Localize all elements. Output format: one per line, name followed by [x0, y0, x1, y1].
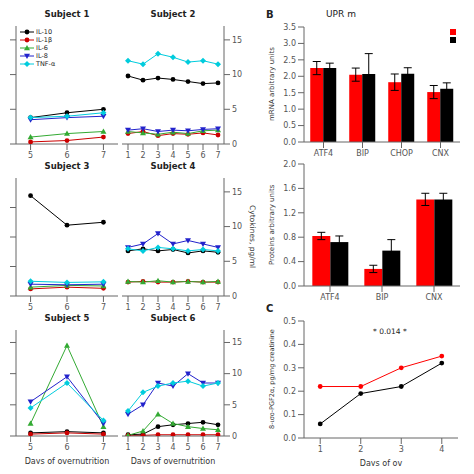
html-text:Cytokines, pg/ml: Cytokines, pg/ml [248, 205, 257, 269]
svg-text:0.4: 0.4 [283, 257, 296, 266]
svg-text:1: 1 [125, 303, 130, 312]
svg-text:0.5: 0.5 [283, 121, 296, 130]
svg-text:2: 2 [140, 303, 145, 312]
svg-text:0.0: 0.0 [283, 282, 296, 291]
svg-text:1.6: 1.6 [283, 184, 296, 193]
svg-text:0: 0 [232, 292, 237, 301]
svg-text:ATF4: ATF4 [320, 293, 339, 302]
svg-text:2: 2 [140, 443, 145, 452]
svg-text:3.0: 3.0 [283, 39, 296, 48]
svg-text:6: 6 [64, 303, 69, 312]
svg-text:0.5: 0.5 [283, 317, 296, 326]
html-text:8-ισο-PGF2α, pg/mg creatinine: 8-ισο-PGF2α, pg/mg creatinine [268, 329, 276, 430]
svg-text:0.8: 0.8 [283, 233, 296, 242]
html-text:IL-1β: IL-1β [36, 36, 53, 44]
svg-text:2.0: 2.0 [283, 72, 296, 81]
svg-text:3: 3 [399, 445, 404, 454]
svg-text:15: 15 [232, 188, 242, 197]
svg-text:0: 0 [232, 140, 237, 149]
svg-text:5: 5 [232, 257, 237, 266]
svg-text:CHOP: CHOP [390, 149, 413, 158]
html-text:IL-6: IL-6 [36, 44, 48, 52]
svg-text:BIP: BIP [376, 293, 389, 302]
html-text:Subject 5: Subject 5 [44, 313, 90, 323]
svg-text:7: 7 [215, 151, 220, 160]
html-text:Subject 4: Subject 4 [150, 161, 196, 171]
svg-text:0.4: 0.4 [283, 340, 296, 349]
svg-text:5: 5 [232, 105, 237, 114]
svg-text:6: 6 [200, 303, 205, 312]
svg-text:4: 4 [170, 151, 175, 160]
svg-text:7: 7 [101, 303, 106, 312]
html-text:* 0.014 *: * 0.014 * [373, 327, 407, 336]
svg-text:5: 5 [185, 303, 190, 312]
svg-text:5: 5 [232, 401, 237, 410]
svg-text:0.3: 0.3 [283, 364, 296, 373]
svg-text:0.1: 0.1 [283, 410, 296, 419]
svg-text:0: 0 [232, 432, 237, 441]
svg-text:1: 1 [125, 443, 130, 452]
svg-text:1.5: 1.5 [283, 89, 296, 98]
svg-text:0.0: 0.0 [283, 434, 296, 443]
svg-text:2.5: 2.5 [283, 56, 296, 65]
svg-text:6: 6 [200, 151, 205, 160]
svg-text:4: 4 [170, 443, 175, 452]
svg-text:6: 6 [64, 443, 69, 452]
html-text:Subject 3: Subject 3 [44, 161, 90, 171]
svg-text:3.5: 3.5 [283, 23, 296, 32]
svg-text:6: 6 [200, 443, 205, 452]
svg-text:1.2: 1.2 [283, 209, 296, 218]
svg-text:2: 2 [140, 151, 145, 160]
svg-text:5: 5 [28, 151, 33, 160]
svg-text:5: 5 [28, 443, 33, 452]
html-text:Subject 1: Subject 1 [44, 9, 90, 19]
html-text:B: B [266, 9, 274, 20]
svg-text:7: 7 [215, 443, 220, 452]
svg-text:5: 5 [185, 151, 190, 160]
svg-text:0.2: 0.2 [283, 387, 296, 396]
svg-text:ATF4: ATF4 [314, 149, 333, 158]
svg-text:6: 6 [64, 151, 69, 160]
svg-text:2: 2 [358, 445, 363, 454]
svg-text:5: 5 [28, 303, 33, 312]
html-text:UPR m: UPR m [326, 9, 356, 19]
svg-text:10: 10 [232, 70, 242, 79]
svg-text:Days of ov: Days of ov [360, 459, 403, 466]
svg-text:CNX: CNX [432, 149, 450, 158]
svg-text:10: 10 [232, 222, 242, 231]
svg-text:7: 7 [215, 303, 220, 312]
svg-text:15: 15 [232, 36, 242, 45]
html-text:mRNA arbitrary units: mRNA arbitrary units [268, 47, 276, 122]
svg-text:2.0: 2.0 [283, 160, 296, 169]
html-text:C: C [266, 303, 274, 314]
html-text:Subject 6: Subject 6 [150, 313, 196, 323]
html-text:Subject 2: Subject 2 [150, 9, 196, 19]
svg-text:5: 5 [185, 443, 190, 452]
svg-text:4: 4 [439, 445, 444, 454]
svg-text:3: 3 [155, 443, 160, 452]
svg-text:7: 7 [101, 151, 106, 160]
html-text:IL-8: IL-8 [36, 52, 48, 60]
svg-text:7: 7 [101, 443, 106, 452]
svg-text:10: 10 [232, 369, 242, 378]
html-text:Proteins arbitrary units: Proteins arbitrary units [268, 184, 276, 266]
svg-text:Days of overnutrition: Days of overnutrition [25, 457, 110, 464]
svg-text:1.0: 1.0 [283, 105, 296, 114]
svg-text:Days of overnutrition: Days of overnutrition [131, 457, 216, 464]
svg-text:0.0: 0.0 [283, 138, 296, 147]
svg-text:15: 15 [232, 338, 242, 347]
svg-text:BIP: BIP [356, 149, 369, 158]
html-text:IL-10: IL-10 [36, 28, 52, 36]
svg-text:4: 4 [170, 303, 175, 312]
html-text:TNF-α: TNF-α [36, 60, 56, 68]
svg-text:3: 3 [155, 303, 160, 312]
svg-text:CNX: CNX [425, 293, 443, 302]
svg-text:1: 1 [318, 445, 323, 454]
svg-text:3: 3 [155, 151, 160, 160]
svg-text:1: 1 [125, 151, 130, 160]
